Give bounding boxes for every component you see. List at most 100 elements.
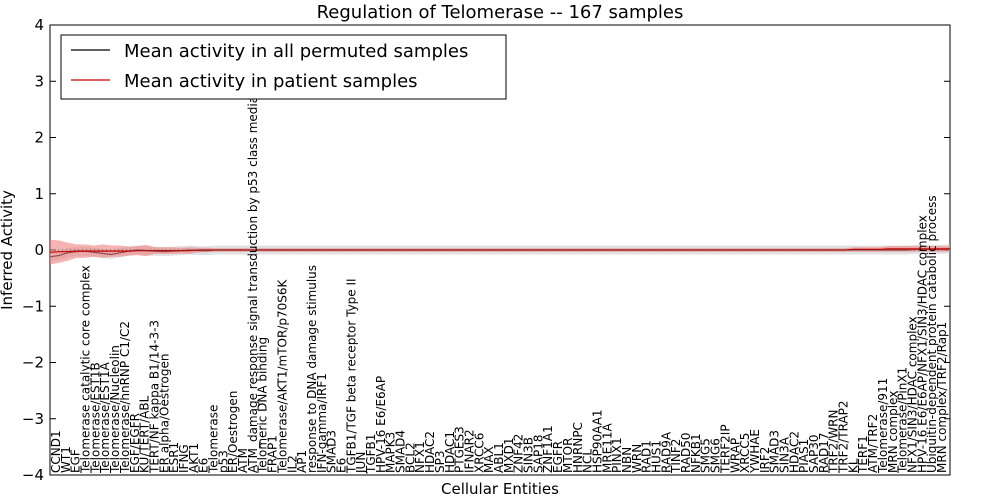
- x-category-label: PINX1: [610, 437, 624, 473]
- x-category-label: HDAC2: [423, 431, 437, 473]
- x-category-label: JUN: [354, 452, 368, 474]
- x-category-label: AP1: [295, 450, 309, 473]
- x-category-label: SAP18: [531, 434, 545, 473]
- x-category-label: IFNG: [177, 444, 191, 473]
- y-tick-label: 2: [34, 129, 44, 147]
- x-category-label: TRF2/WRN: [827, 410, 841, 474]
- x-category-label: HPV-16 E6/E6AP: [374, 376, 388, 473]
- x-category-label: TGFB1/TGF beta receptor Type II: [344, 278, 358, 474]
- x-category-label: EGF/EGFR: [128, 413, 142, 473]
- x-category-label: PIAS1: [797, 439, 811, 473]
- x-category-label: SIN3B: [522, 437, 536, 473]
- x-category-label: Telomerase/PinX1: [896, 367, 910, 474]
- legend: Mean activity in all permuted samples Me…: [60, 34, 507, 100]
- x-category-label: Telomerase/AKT1/mTOR/p70S6K: [275, 278, 289, 474]
- x-category-label: IFN-gamma/IRF1: [315, 373, 329, 473]
- x-category-label: Telomerase/EST1B: [88, 362, 102, 474]
- x-category-label: BCL2: [403, 442, 417, 473]
- x-category-label: IFNAR2: [463, 429, 477, 473]
- x-category-label: HDAC2: [787, 431, 801, 473]
- x-category-label: KL: [846, 458, 860, 473]
- x-category-label: SIN3A: [778, 436, 792, 473]
- x-category-label: FRAP1: [266, 435, 280, 473]
- x-category-label: SP3: [433, 451, 447, 474]
- x-category-label: MXD1: [502, 438, 516, 473]
- x-category-label: SAP30: [807, 434, 821, 473]
- x-category-label: SMG6: [709, 438, 723, 473]
- x-category-label: NCL: [581, 449, 595, 473]
- x-category-label: Telomerase/911: [876, 378, 890, 474]
- x-category-label: ATM/TRF2: [866, 414, 880, 473]
- x-category-label: RAD17: [817, 432, 831, 473]
- x-category-label: HSP90AA1: [590, 409, 604, 473]
- y-tick-label: 3: [34, 72, 44, 90]
- x-category-label: NFKB1: [689, 433, 703, 473]
- x-category-label: IL2: [285, 455, 299, 473]
- x-category-label: ER/Oestrogen: [226, 391, 240, 473]
- x-category-label: HDAC1: [443, 431, 457, 473]
- x-category-label: MRN complex/TRF2/Rap1: [935, 322, 949, 473]
- y-tick-label: −4: [22, 466, 44, 484]
- x-category-label: IRF2: [758, 447, 772, 473]
- chart-title: Regulation of Telomerase -- 167 samples: [317, 2, 684, 23]
- x-category-label: HNRNPC: [571, 422, 585, 473]
- x-category-label: Telomerase/EST1A: [98, 361, 112, 474]
- x-category-label: CCND1: [49, 430, 63, 473]
- x-category-label: MRE11A: [600, 422, 614, 473]
- y-tick-label: −1: [22, 297, 44, 315]
- x-category-label: Telomerase/hnRNP C1/C2: [118, 321, 132, 474]
- x-category-label: ER alpha/Oestrogen: [157, 354, 171, 473]
- x-category-label: TGFB1: [364, 434, 378, 474]
- series-line-1: [49, 248, 950, 253]
- x-axis-label: Cellular Entities: [441, 480, 559, 498]
- y-tick-label: −3: [22, 410, 44, 428]
- x-category-label: XRCC6: [472, 433, 486, 473]
- x-category-label: TERF1: [856, 435, 870, 474]
- x-category-label: TRF2/TRAP2: [837, 400, 851, 474]
- x-category-label: NFX1/SIN3/HDAC complex: [906, 316, 920, 473]
- y-tick-label: 0: [34, 241, 44, 259]
- x-category-label: HPV-16 E6/E6AP/NFX1/SIN3/HDAC complex: [915, 215, 929, 473]
- x-category-label: E6: [335, 458, 349, 473]
- x-category-label: p53: [216, 450, 230, 473]
- y-axis-label: Inferred Activity: [0, 190, 16, 310]
- legend-label-permuted: Mean activity in all permuted samples: [124, 41, 468, 62]
- x-category-label: MRN complex: [886, 391, 900, 473]
- x-category-label: HUS1: [650, 440, 664, 473]
- x-category-label: NFX1: [413, 441, 427, 473]
- legend-label-patient: Mean activity in patient samples: [124, 71, 418, 92]
- x-category-label: TINF2: [669, 439, 683, 474]
- x-category-label: WRAP: [728, 438, 742, 473]
- x-category-label: ABL1: [492, 442, 506, 473]
- x-category-label: ZNF42: [512, 434, 526, 473]
- x-category-label: YWHAE: [748, 429, 762, 474]
- x-category-label: Telomerase/Nucleolin: [108, 345, 122, 474]
- x-category-label: MAPK3: [384, 432, 398, 473]
- x-category-label: XRCC5: [738, 433, 752, 473]
- legend-box: [60, 34, 507, 100]
- y-tick-label: 4: [34, 16, 44, 34]
- x-category-label: NBN: [620, 447, 634, 473]
- x-category-label: RAD9A: [659, 431, 673, 473]
- x-category-label: Ubiquitin-dependent protein catabolic pr…: [925, 195, 939, 473]
- x-category-label: RAD1: [640, 440, 654, 473]
- x-category-label: EGF: [69, 449, 83, 473]
- x-category-label: EGFR: [551, 441, 565, 473]
- x-category-label: SMAD3: [768, 430, 782, 473]
- y-tick-label: −2: [22, 354, 44, 372]
- x-category-label: ZNF1A1: [541, 425, 555, 473]
- x-category-label: RAD50: [679, 432, 693, 473]
- x-category-label: MAX: [482, 446, 496, 473]
- x-category-label: AKT1: [187, 443, 201, 473]
- x-category-label: PTGES3: [453, 426, 467, 473]
- x-category-label: SMG5: [699, 438, 713, 473]
- x-category-label: TERT/NF kappa B1/14-3-3: [147, 320, 161, 474]
- x-category-label: ATM_damage response signal transduction …: [246, 79, 260, 473]
- x-category-label: WRN: [630, 444, 644, 473]
- x-category-label: Telomerase catalytic core complex: [79, 265, 93, 474]
- x-category-label: Telomeric DNA binding: [256, 337, 270, 474]
- x-category-label: WT1: [59, 446, 73, 473]
- x-category-label: response to DNA damage stimulus: [305, 265, 319, 473]
- x-category-label: MTOR: [561, 438, 575, 473]
